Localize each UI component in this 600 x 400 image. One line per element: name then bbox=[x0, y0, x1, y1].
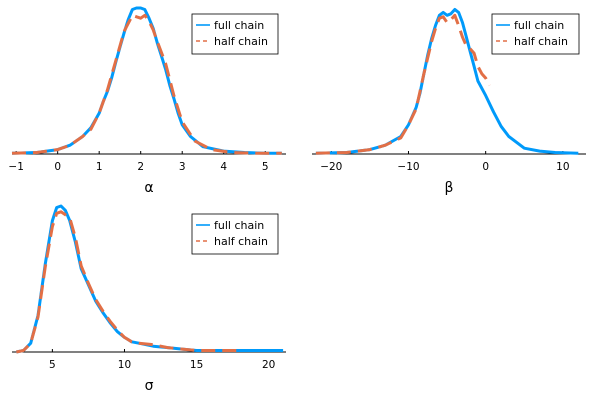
legend: full chain half chain bbox=[491, 13, 580, 55]
x-tick-label: 20 bbox=[262, 359, 275, 371]
x-tick-label: −10 bbox=[397, 161, 419, 173]
x-tick-label: 10 bbox=[118, 359, 131, 371]
x-tick-label: 0 bbox=[54, 161, 61, 173]
x-tick-label: 5 bbox=[49, 359, 56, 371]
legend: full chain half chain bbox=[191, 13, 279, 55]
x-tick-label: 4 bbox=[220, 161, 227, 173]
legend-label: full chain bbox=[514, 19, 564, 32]
series-line-half-chain bbox=[15, 210, 240, 354]
x-tick-label: 3 bbox=[179, 161, 186, 173]
subplot-3: 5 10 15 20 σ full chain half chain bbox=[12, 204, 286, 394]
subplot-1: −1 0 1 2 3 4 5 α full chain half chain bbox=[8, 6, 286, 196]
x-tick-label: 10 bbox=[556, 161, 569, 173]
legend-box bbox=[191, 213, 279, 255]
x-tick-label: 1 bbox=[96, 161, 103, 173]
legend-label: half chain bbox=[514, 35, 568, 48]
x-tick-label: 15 bbox=[190, 359, 203, 371]
legend-box bbox=[191, 13, 279, 55]
legend-label: full chain bbox=[214, 19, 264, 32]
series-line-full-chain bbox=[315, 8, 579, 155]
x-axis-label: β bbox=[445, 180, 454, 196]
series-line-half-chain bbox=[315, 13, 491, 155]
legend-label: half chain bbox=[214, 235, 268, 248]
x-tick-label: 2 bbox=[137, 161, 144, 173]
subplot-2: −20 −10 0 10 β full chain half chain bbox=[312, 8, 586, 196]
x-tick-label: 0 bbox=[482, 161, 489, 173]
legend-label: half chain bbox=[214, 35, 268, 48]
x-tick-label: 5 bbox=[262, 161, 269, 173]
x-tick-label: −1 bbox=[8, 161, 23, 173]
x-tick-label: −20 bbox=[320, 161, 342, 173]
legend-label: full chain bbox=[214, 219, 264, 232]
x-axis-label: σ bbox=[145, 378, 154, 394]
x-axis-label: α bbox=[144, 180, 153, 196]
series-line-half-chain bbox=[11, 13, 282, 155]
legend-box bbox=[491, 13, 580, 55]
legend: full chain half chain bbox=[191, 213, 279, 255]
